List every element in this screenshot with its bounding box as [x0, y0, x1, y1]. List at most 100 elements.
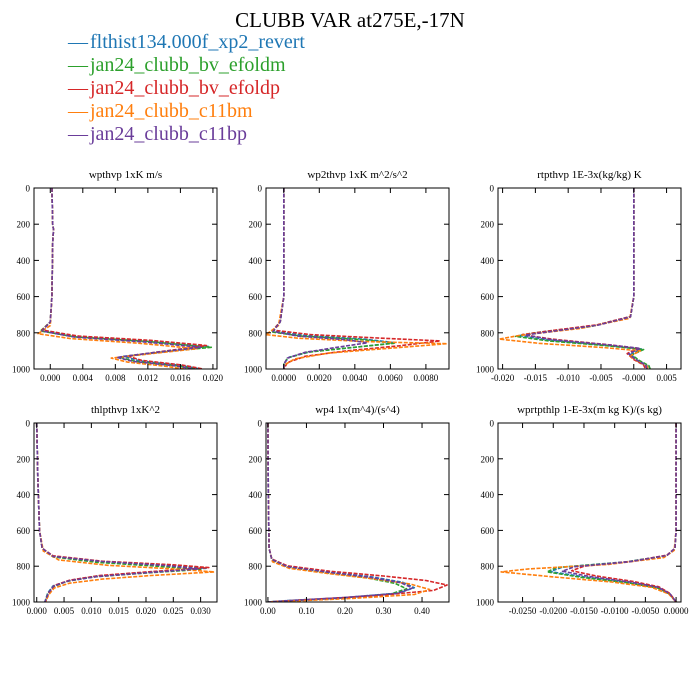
legend: — flthist134.000f_xp2_revert — jan24_clubb…: [68, 31, 305, 146]
y-tick-label: 800: [249, 328, 263, 338]
y-tick-label: 0: [490, 184, 495, 194]
x-tick-label: -0.020: [491, 373, 515, 383]
legend-item: — flthist134.000f_xp2_revert: [68, 31, 305, 54]
y-tick-label: 1000: [244, 598, 263, 608]
x-tick-label: 0.0000: [271, 373, 296, 383]
x-tick-label: 0.0000: [664, 606, 689, 616]
y-tick-label: 600: [249, 526, 263, 536]
legend-item: — jan24_clubb_bv_efoldp: [68, 77, 305, 100]
panel-title: thlpthvp 1xK^2: [91, 404, 160, 416]
y-tick-label: 400: [481, 256, 495, 266]
series-line: [39, 188, 213, 369]
legend-item: — jan24_clubb_c11bp: [68, 123, 305, 146]
series-line: [266, 188, 449, 369]
y-tick-label: 1000: [12, 365, 31, 375]
x-tick-label: -0.005: [589, 373, 613, 383]
y-tick-label: 200: [249, 220, 263, 230]
series-line: [549, 423, 677, 602]
y-tick-label: 0: [26, 184, 31, 194]
chart-panel: wp2thvp 1xK m^2/s^2 0 200 400 600 800 1000 0.00…: [244, 169, 450, 383]
legend-item: — jan24_clubb_bv_efoldm: [68, 54, 305, 77]
y-tick-label: 0: [258, 419, 263, 429]
x-tick-label: 0.000: [40, 373, 61, 383]
plot-frame: [33, 422, 218, 603]
x-tick-label: 0.0080: [414, 373, 439, 383]
x-tick-label: 0.016: [170, 373, 191, 383]
series-line: [272, 188, 369, 369]
y-tick-label: 1000: [12, 598, 31, 608]
x-tick-label: -0.0100: [601, 606, 629, 616]
y-tick-label: 200: [481, 454, 495, 464]
y-tick-label: 200: [17, 454, 31, 464]
series-line: [41, 188, 202, 369]
x-tick-label: 0.025: [163, 606, 184, 616]
y-tick-label: 400: [249, 490, 263, 500]
y-tick-label: 1000: [476, 598, 495, 608]
y-tick-label: 400: [481, 490, 495, 500]
x-tick-label: 0.000: [27, 606, 48, 616]
series-line: [546, 423, 677, 602]
y-tick-label: 800: [481, 562, 495, 572]
y-tick-label: 600: [17, 526, 31, 536]
legend-dash: —: [68, 123, 88, 145]
legend-label: jan24_clubb_c11bp: [90, 123, 248, 145]
legend-dash: —: [68, 54, 88, 76]
x-tick-label: -0.0200: [539, 606, 567, 616]
legend-dash: —: [68, 77, 88, 99]
x-tick-label: -0.0150: [570, 606, 598, 616]
x-tick-label: -0.000: [622, 373, 646, 383]
y-tick-label: 400: [17, 256, 31, 266]
plot-frame: [33, 187, 218, 370]
y-tick-label: 400: [17, 490, 31, 500]
series-line: [270, 188, 395, 369]
panel-title: wpthvp 1xK m/s: [89, 169, 162, 181]
x-tick-label: -0.0250: [509, 606, 537, 616]
x-tick-label: 0.012: [138, 373, 158, 383]
plot-frame: [265, 422, 450, 603]
series-line: [267, 423, 414, 602]
y-tick-label: 800: [481, 328, 495, 338]
x-tick-label: -0.010: [557, 373, 581, 383]
legend-dash: —: [68, 31, 88, 53]
chart-panel: wpthvp 1xK m/s 0 200 400 600 800 1000 0.000 0.00…: [12, 169, 224, 383]
plot-frame: [497, 187, 682, 370]
series-line: [267, 423, 448, 602]
panel-title: wprtpthlp 1-E-3x(m kg K)/(s kg): [517, 404, 662, 416]
y-tick-label: 1000: [244, 365, 263, 375]
legend-dash: —: [68, 100, 88, 122]
legend-label: jan24_clubb_bv_efoldp: [90, 77, 280, 99]
series-line: [561, 423, 677, 602]
y-tick-label: 1000: [476, 365, 495, 375]
y-tick-label: 600: [481, 292, 495, 302]
x-tick-label: 0.0060: [378, 373, 403, 383]
series-line: [570, 423, 677, 602]
x-tick-label: 0.004: [73, 373, 94, 383]
y-tick-label: 800: [249, 562, 263, 572]
y-tick-label: 200: [17, 220, 31, 230]
y-tick-label: 600: [17, 292, 31, 302]
plot-frame: [265, 187, 450, 370]
y-tick-label: 600: [249, 292, 263, 302]
y-tick-label: 800: [17, 562, 31, 572]
legend-label: flthist134.000f_xp2_revert: [90, 31, 305, 53]
y-tick-label: 400: [249, 256, 263, 266]
x-tick-label: 0.005: [54, 606, 75, 616]
x-tick-label: -0.015: [524, 373, 548, 383]
series-line: [35, 423, 199, 602]
x-tick-label: 0.015: [109, 606, 130, 616]
panel-title: rtpthvp 1E-3x(kg/kg) K: [537, 169, 642, 181]
x-tick-label: 0.008: [105, 373, 126, 383]
x-tick-label: 0.0040: [342, 373, 367, 383]
x-tick-label: 0.20: [337, 606, 353, 616]
legend-label: jan24_clubb_bv_efoldm: [90, 54, 286, 76]
y-tick-label: 200: [481, 220, 495, 230]
panel-title: wp2thvp 1xK m^2/s^2: [307, 169, 407, 181]
legend-label: jan24_clubb_c11bm: [90, 100, 253, 122]
chart-title: CLUBB VAR at275E,-17N: [235, 8, 465, 32]
series-line: [35, 423, 216, 602]
chart-panel: wprtpthlp 1-E-3x(m kg K)/(s kg) 0 200 400 60…: [476, 404, 689, 616]
y-tick-label: 200: [249, 454, 263, 464]
y-tick-label: 0: [490, 419, 495, 429]
